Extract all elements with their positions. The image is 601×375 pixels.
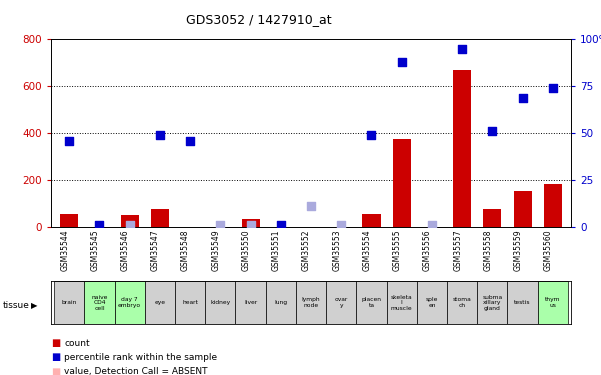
Text: count: count [64, 339, 90, 348]
Bar [326, 281, 356, 324]
Text: GSM35559: GSM35559 [514, 230, 523, 271]
Bar [362, 214, 380, 227]
Text: ■: ■ [51, 338, 60, 348]
Text: GSM35551: GSM35551 [272, 230, 281, 271]
Text: liver: liver [244, 300, 257, 305]
Point [276, 222, 285, 228]
Text: ■: ■ [51, 352, 60, 362]
Bar [507, 281, 538, 324]
Text: GSM35547: GSM35547 [151, 230, 160, 271]
Bar [386, 281, 417, 324]
Bar [54, 281, 84, 324]
Text: GSM35552: GSM35552 [302, 230, 311, 271]
Bar [205, 281, 236, 324]
Text: lymph
node: lymph node [302, 297, 320, 308]
Text: GDS3052 / 1427910_at: GDS3052 / 1427910_at [186, 13, 331, 26]
Point [487, 128, 497, 134]
Bar [151, 209, 169, 227]
Text: heart: heart [182, 300, 198, 305]
Text: GSM35553: GSM35553 [332, 230, 341, 271]
Text: ■: ■ [51, 367, 60, 375]
Text: GSM35548: GSM35548 [181, 230, 190, 271]
Point [125, 222, 135, 228]
Text: value, Detection Call = ABSENT: value, Detection Call = ABSENT [64, 367, 208, 375]
Point [94, 222, 104, 228]
Bar [175, 281, 205, 324]
Text: ovar
y: ovar y [335, 297, 348, 308]
Text: ▶: ▶ [31, 301, 38, 310]
Bar [121, 215, 139, 227]
Point [306, 203, 316, 209]
Text: GSM35546: GSM35546 [121, 230, 130, 271]
Text: lung: lung [274, 300, 287, 305]
Point [155, 132, 165, 138]
Bar [236, 281, 266, 324]
Text: kidney: kidney [210, 300, 230, 305]
Text: GSM35544: GSM35544 [60, 230, 69, 271]
Text: GSM35560: GSM35560 [544, 230, 553, 271]
Text: brain: brain [61, 300, 77, 305]
Text: thym
us: thym us [545, 297, 561, 308]
Text: skeleta
l
muscle: skeleta l muscle [391, 294, 412, 311]
Bar [115, 281, 145, 324]
Point [427, 222, 437, 228]
Text: GSM35545: GSM35545 [90, 230, 99, 271]
Text: placen
ta: placen ta [361, 297, 382, 308]
Bar [84, 281, 115, 324]
Bar [266, 281, 296, 324]
Point [397, 59, 406, 65]
Text: GSM35555: GSM35555 [392, 230, 401, 271]
Text: GSM35556: GSM35556 [423, 230, 432, 271]
Text: GSM35549: GSM35549 [212, 230, 221, 271]
Bar [356, 281, 386, 324]
Point [367, 132, 376, 138]
Text: stoma
ch: stoma ch [453, 297, 472, 308]
Point [337, 222, 346, 228]
Bar [513, 190, 532, 227]
Text: testis: testis [514, 300, 531, 305]
Bar [538, 281, 568, 324]
Point [457, 46, 467, 52]
Text: subma
xillary
gland: subma xillary gland [483, 294, 502, 311]
Bar [392, 139, 410, 227]
Point [246, 222, 255, 228]
Text: GSM35557: GSM35557 [453, 230, 462, 271]
Bar [477, 281, 507, 324]
Bar [242, 219, 260, 227]
Text: eye: eye [154, 300, 165, 305]
Bar [447, 281, 477, 324]
Point [216, 222, 225, 228]
Text: GSM35554: GSM35554 [362, 230, 371, 271]
Text: GSM35550: GSM35550 [242, 230, 251, 271]
Bar [453, 70, 471, 227]
Bar [544, 183, 562, 227]
Point [548, 85, 558, 91]
Bar [483, 209, 501, 227]
Text: percentile rank within the sample: percentile rank within the sample [64, 353, 218, 362]
Bar [417, 281, 447, 324]
Bar [296, 281, 326, 324]
Point [64, 138, 74, 144]
Point [518, 94, 528, 100]
Bar [145, 281, 175, 324]
Point [185, 138, 195, 144]
Text: sple
en: sple en [426, 297, 438, 308]
Text: tissue: tissue [3, 301, 30, 310]
Text: GSM35558: GSM35558 [483, 230, 492, 271]
Text: naive
CD4
cell: naive CD4 cell [91, 294, 108, 311]
Bar [60, 214, 78, 227]
Text: day 7
embryo: day 7 embryo [118, 297, 141, 308]
